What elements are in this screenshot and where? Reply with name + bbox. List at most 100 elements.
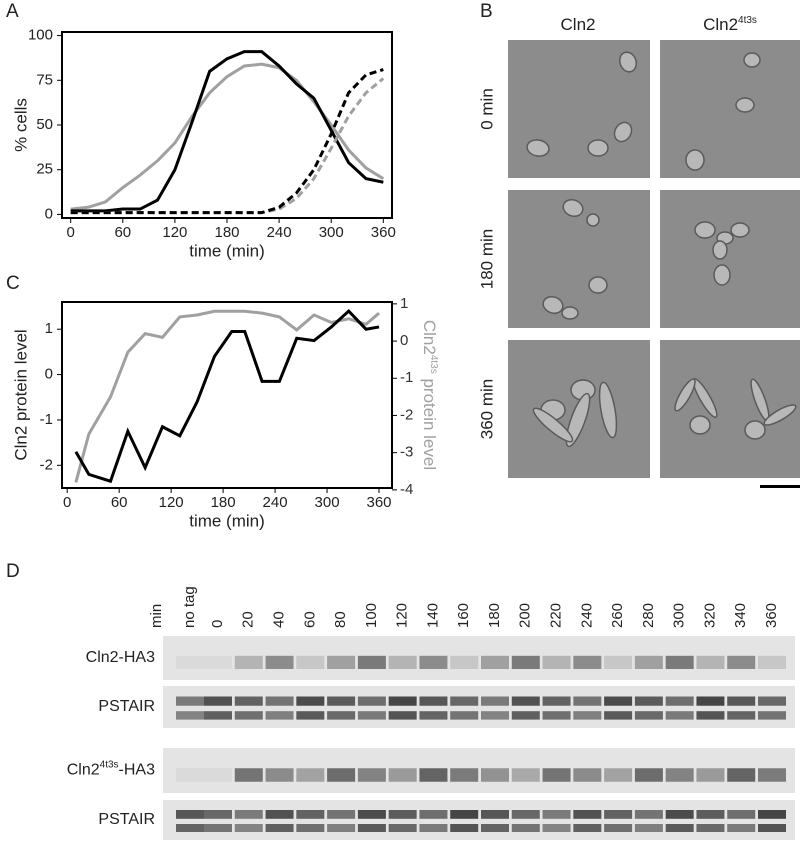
y-tick-label: 100	[28, 27, 53, 44]
x-tick-label: 300	[315, 494, 340, 511]
blot-band	[665, 768, 694, 782]
cell	[730, 222, 750, 238]
blot-band	[357, 824, 386, 832]
lane-label: min	[148, 604, 165, 628]
blot-band	[450, 696, 479, 706]
cell	[561, 306, 579, 320]
blot-band	[357, 696, 386, 706]
blot-band	[419, 711, 448, 720]
blot-band	[696, 711, 725, 720]
series-line	[70, 68, 384, 215]
blot-band	[265, 824, 294, 832]
blot-band	[696, 655, 725, 669]
blot-band	[758, 655, 786, 669]
lane-label: 180	[486, 603, 503, 628]
lane-label: 0	[209, 620, 226, 628]
lane-label: 60	[301, 611, 318, 628]
blot-band	[176, 768, 204, 782]
blot-band	[511, 696, 540, 706]
blot-band	[419, 824, 448, 832]
blot-band	[481, 768, 509, 782]
column-label-part: 4t3s	[738, 15, 757, 26]
blot-band	[727, 824, 756, 832]
blot-band	[481, 711, 509, 720]
y-axis-label: Cln2 protein level	[11, 329, 30, 460]
cell	[532, 407, 574, 443]
blot-band	[388, 810, 417, 819]
cell	[713, 264, 731, 286]
lane-label: 40	[271, 611, 288, 628]
micrograph	[660, 40, 800, 178]
blot-band	[419, 810, 448, 819]
blot-band	[481, 696, 509, 706]
x-tick-label: 360	[371, 224, 396, 241]
blot-band	[296, 768, 325, 782]
blot-band	[327, 711, 356, 720]
micrograph	[660, 190, 800, 328]
x-tick-label: 360	[366, 494, 391, 511]
row-label-part: PSTAIR	[98, 698, 155, 715]
lane-label: 300	[671, 603, 688, 628]
blot-band	[176, 824, 204, 832]
blot-band	[604, 696, 633, 706]
x-tick-label: 60	[114, 224, 131, 241]
blot-band	[573, 768, 602, 782]
lane-label: 220	[548, 603, 565, 628]
row-label: PSTAIR	[98, 811, 155, 828]
row-label-part: -HA3	[119, 762, 156, 779]
blot-band	[727, 711, 756, 720]
lane-label: 80	[332, 611, 349, 628]
blot-band	[542, 768, 571, 782]
blot-band	[604, 810, 633, 819]
blot-strip	[163, 800, 795, 840]
blot-band	[419, 768, 448, 782]
row-label: 180 min	[477, 229, 496, 289]
lane-label: 340	[732, 603, 749, 628]
blot-band	[758, 810, 786, 819]
y-tick-label: 25	[36, 161, 53, 178]
column-label: Cln24t3s	[703, 15, 757, 35]
y2-tick-label: 0	[400, 332, 408, 349]
blot-band	[327, 696, 356, 706]
y2-tick-label: -1	[400, 369, 413, 386]
scale-bar	[760, 485, 800, 488]
blot-strip	[163, 686, 795, 728]
blot-band	[176, 711, 204, 720]
lane-label: 240	[578, 603, 595, 628]
cell	[598, 381, 618, 439]
blot-band	[542, 711, 571, 720]
blot-band	[573, 824, 602, 832]
blot-band	[234, 711, 263, 720]
y2-axis-label-part: Cln2	[420, 320, 439, 355]
cell	[743, 52, 761, 68]
blot-band	[634, 768, 663, 782]
lane-label: 20	[240, 611, 257, 628]
blot-band	[234, 768, 263, 782]
blot-band	[265, 768, 294, 782]
cell	[685, 149, 705, 171]
cell	[542, 295, 564, 315]
panel-label: D	[6, 561, 20, 582]
row-label-part: Cln2-HA3	[86, 649, 155, 666]
blot-band	[758, 696, 786, 706]
y2-axis-label-part: protein level	[420, 374, 439, 470]
blot-band	[604, 711, 633, 720]
cell	[618, 51, 638, 73]
blot-band	[234, 824, 263, 832]
x-axis-label: time (min)	[189, 241, 265, 260]
x-tick-label: 0	[67, 224, 75, 241]
lane-label: 320	[701, 603, 718, 628]
blot-band	[296, 810, 325, 819]
blot-band	[204, 824, 232, 832]
blot-band	[204, 810, 232, 819]
lane-label: 120	[394, 603, 411, 628]
lane-label: 160	[455, 603, 472, 628]
blot-band	[696, 768, 725, 782]
blot-band	[665, 696, 694, 706]
blot-band	[758, 824, 786, 832]
blot-band	[604, 768, 633, 782]
blot-band	[727, 655, 756, 669]
lane-label: 360	[763, 603, 780, 628]
blot-band	[604, 824, 633, 832]
row-label: PSTAIR	[98, 698, 155, 715]
